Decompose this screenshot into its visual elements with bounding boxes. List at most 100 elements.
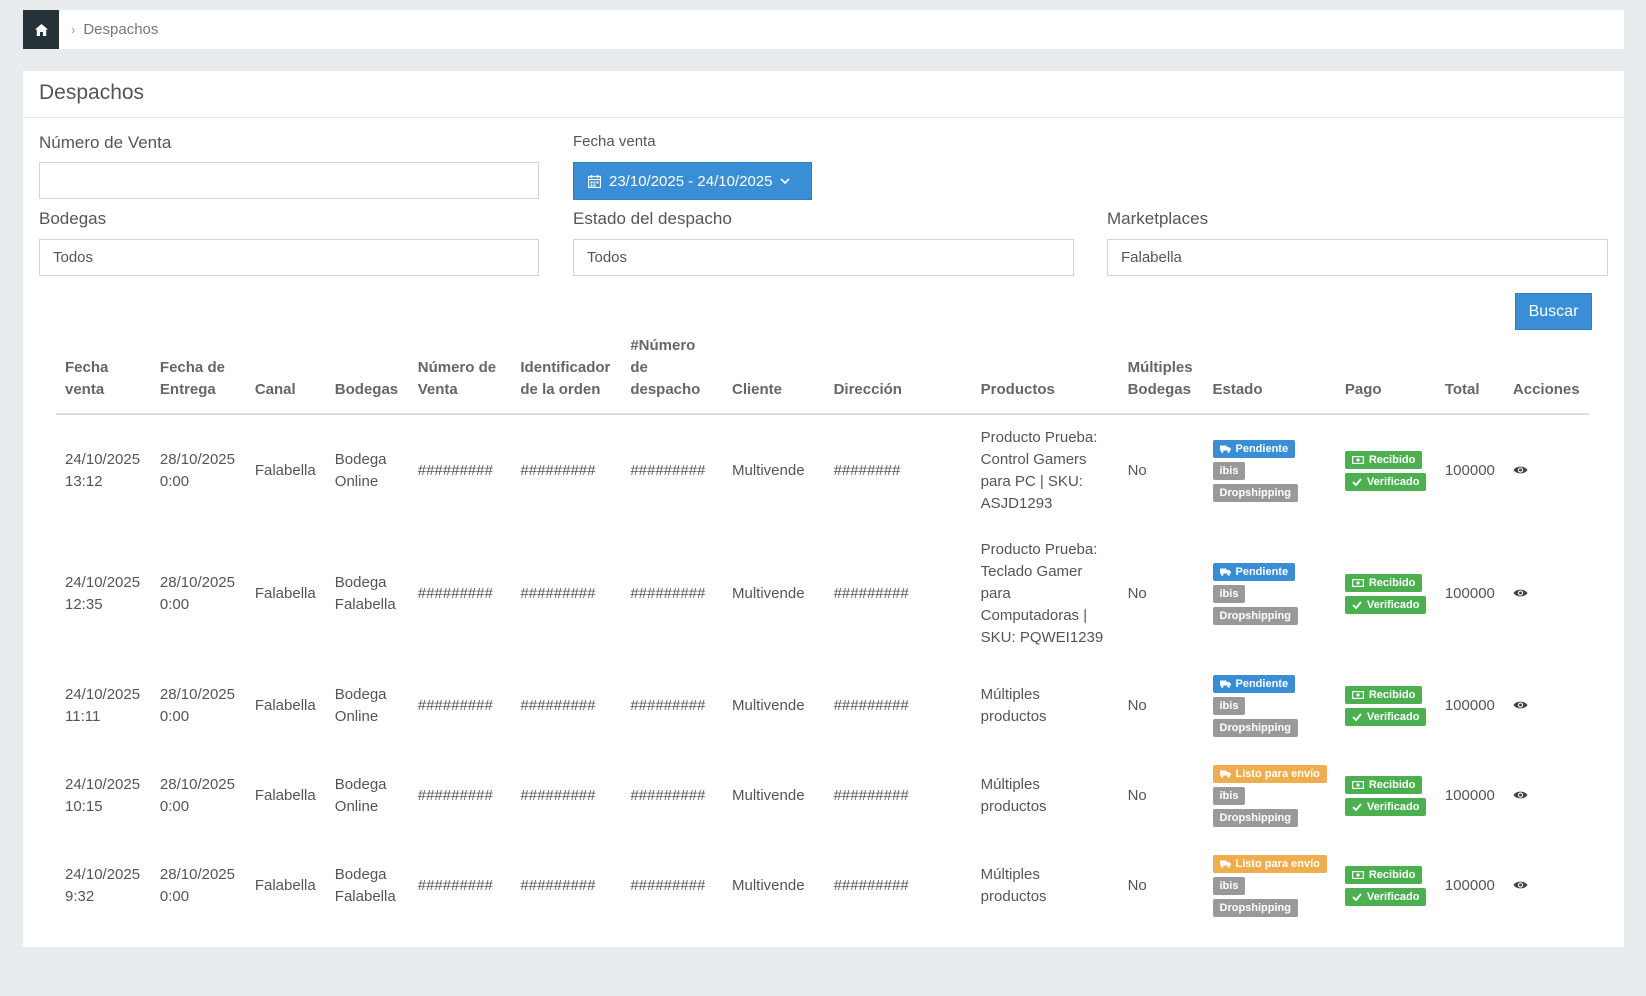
check-icon [1352,713,1362,721]
cell-estado: Pendiente ibis Dropshipping [1204,661,1336,751]
cell-cliente: Multivende [732,877,805,894]
bodegas-label: Bodegas [39,209,107,228]
cell-fecha-venta: 24/10/2025 10:15 [65,776,141,815]
numero-venta-input[interactable] [39,162,539,199]
payment-received-badge: Recibido [1344,451,1423,469]
cell-direccion: ######## [833,462,901,479]
money-icon [1351,579,1364,587]
breadcrumb: › Despachos [23,10,1624,49]
fulfillment-type-badge: Dropshipping [1212,484,1298,502]
cell-bodega: Bodega Online [334,451,387,490]
view-button[interactable] [1513,790,1528,800]
money-icon [1351,781,1364,789]
col-direccion[interactable]: Dirección [824,329,972,415]
table-row: 24/10/2025 10:15 28/10/2025 0:00 Falabella Bo… [56,751,1589,841]
warehouse-tag-badge: ibis [1212,585,1246,603]
cell-fecha-entrega: 28/10/2025 0:00 [159,686,235,725]
warehouse-tag-badge: ibis [1212,462,1246,480]
cell-total: 100000 [1444,787,1495,804]
buscar-button[interactable]: Buscar [1515,293,1592,330]
estado-select[interactable]: Todos [573,239,1074,276]
cell-numero-venta: ######### [417,697,493,714]
col-canal[interactable]: Canal [245,329,326,415]
cell-fecha-entrega: 28/10/2025 0:00 [159,451,235,490]
table-row: 24/10/2025 9:32 28/10/2025 0:00 Falabella Bod… [56,841,1589,931]
col-multiples-bodegas[interactable]: Múltiples Bodegas [1118,329,1204,415]
cell-productos: Múltiples productos [980,686,1047,725]
cell-numero-venta: ######### [417,787,493,804]
marketplaces-select[interactable]: Falabella [1107,239,1608,276]
fecha-venta-daterange[interactable]: 23/10/2025 - 24/10/2025 [573,162,812,200]
view-button[interactable] [1513,588,1528,598]
numero-venta-label: Número de Venta [39,133,172,152]
cell-pago: Recibido Verificado [1336,841,1436,931]
page-title: Despachos [23,71,1624,118]
warehouse-tag-badge: ibis [1212,697,1246,715]
cell-identificador: ######### [520,585,596,602]
payment-verified-badge: Verificado [1344,596,1427,614]
fulfillment-type-badge: Dropshipping [1212,607,1298,625]
col-pago[interactable]: Pago [1335,329,1436,415]
check-icon [1352,893,1362,901]
cell-productos: Producto Prueba: Control Gamers para PC … [980,429,1098,512]
money-icon [1351,456,1364,464]
home-button[interactable] [23,10,59,49]
cell-total: 100000 [1444,585,1495,602]
cell-acciones [1504,751,1589,841]
payment-verified-badge: Verificado [1344,708,1427,726]
money-icon [1351,691,1364,699]
check-icon [1352,601,1362,609]
cell-multiples-bodegas: No [1127,462,1147,479]
col-bodegas[interactable]: Bodegas [325,329,409,415]
truck-icon [1219,770,1231,778]
home-icon [34,23,48,36]
cell-cliente: Multivende [732,462,805,479]
cell-numero-despacho: ######### [630,697,706,714]
col-numero-despacho[interactable]: #Número de despacho [621,329,723,415]
cell-direccion: ######### [833,787,909,804]
cell-pago: Recibido Verificado [1336,527,1436,661]
col-total[interactable]: Total [1435,329,1504,415]
col-fecha-venta[interactable]: Fecha venta [56,329,151,415]
cell-pago: Recibido Verificado [1336,751,1436,841]
marketplaces-label: Marketplaces [1107,209,1209,228]
view-button[interactable] [1513,880,1528,890]
col-acciones: Acciones [1503,329,1589,415]
col-cliente[interactable]: Cliente [723,329,825,415]
chevron-down-icon [780,177,791,184]
payment-received-badge: Recibido [1344,776,1423,794]
cell-pago: Recibido Verificado [1336,661,1436,751]
cell-productos: Producto Prueba: Teclado Gamer para Comp… [980,541,1104,646]
cell-pago: Recibido Verificado [1336,414,1436,527]
cell-numero-despacho: ######### [630,787,706,804]
view-button[interactable] [1513,465,1528,475]
despachos-table: Fecha venta Fecha de Entrega Canal Bodeg… [56,329,1589,931]
fulfillment-type-badge: Dropshipping [1212,809,1298,827]
col-estado[interactable]: Estado [1203,329,1336,415]
cell-numero-despacho: ######### [630,462,706,479]
payment-verified-badge: Verificado [1344,798,1427,816]
col-productos[interactable]: Productos [971,329,1119,415]
cell-canal: Falabella [254,697,316,714]
cell-fecha-entrega: 28/10/2025 0:00 [159,574,235,613]
cell-numero-despacho: ######### [630,877,706,894]
cell-total: 100000 [1444,877,1495,894]
eye-icon [1513,466,1528,474]
col-identificador[interactable]: Identificador de la orden [511,329,622,415]
bodegas-select[interactable]: Todos [39,239,539,276]
breadcrumb-current[interactable]: Despachos [83,21,159,38]
col-fecha-entrega[interactable]: Fecha de Entrega [150,329,246,415]
cell-fecha-entrega: 28/10/2025 0:00 [159,866,235,905]
truck-icon [1219,568,1231,576]
fecha-venta-value: 23/10/2025 - 24/10/2025 [609,172,773,190]
cell-estado: Listo para envío ibis Dropshipping [1204,841,1336,931]
calendar-icon [588,174,601,188]
check-icon [1352,803,1362,811]
col-numero-venta[interactable]: Número de Venta [408,329,512,415]
truck-icon [1219,445,1231,453]
cell-estado: Pendiente ibis Dropshipping [1204,527,1336,661]
view-button[interactable] [1513,700,1528,710]
payment-received-badge: Recibido [1344,574,1423,592]
cell-bodega: Bodega Falabella [334,866,396,905]
estado-label: Estado del despacho [573,209,732,228]
